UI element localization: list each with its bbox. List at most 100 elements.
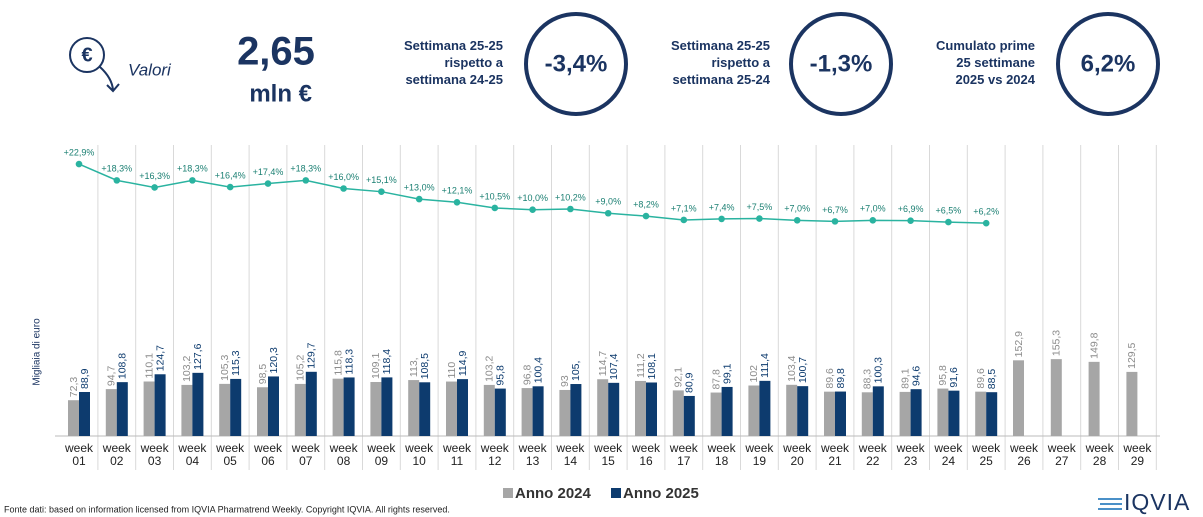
- value-label: 94,6: [910, 366, 922, 387]
- growth-point: [529, 206, 536, 214]
- x-tick-label: week 10: [405, 441, 434, 468]
- growth-label: +7,4%: [709, 202, 735, 212]
- growth-point: [945, 218, 952, 226]
- growth-label: +10,5%: [479, 191, 510, 201]
- kpi-text: Settimana 25-25: [404, 38, 503, 53]
- bar: [937, 388, 949, 436]
- growth-label: +10,2%: [555, 192, 586, 202]
- bar: [1050, 359, 1062, 436]
- bar: [635, 380, 646, 436]
- growth-label: +13,0%: [404, 182, 435, 192]
- x-tick-label: week 20: [783, 441, 812, 468]
- growth-point: [718, 215, 725, 223]
- value-label: 95,8: [937, 365, 949, 386]
- x-tick-label: week 11: [442, 441, 471, 468]
- value-label: 129,7: [306, 342, 318, 368]
- x-tick-label: week 18: [707, 441, 736, 468]
- bar: [116, 382, 128, 436]
- value-label: 118,4: [381, 349, 393, 375]
- bar: [305, 371, 317, 436]
- kpi-text: rispetto a: [444, 55, 503, 70]
- growth-point: [378, 188, 385, 195]
- value-label: 108,8: [117, 353, 129, 379]
- bar: [457, 379, 468, 436]
- x-tick-label: week 24: [934, 441, 963, 468]
- value-label: 149,8: [1088, 332, 1100, 358]
- legend-label: Anno 2024: [515, 485, 592, 502]
- value-label: 105,3: [219, 354, 231, 380]
- growth-label: +22,9%: [64, 147, 95, 157]
- growth-point: [264, 180, 272, 187]
- y-axis-label: Migliaia di euro: [32, 318, 43, 386]
- legend-swatch: [611, 488, 621, 498]
- x-tick-label: week 04: [178, 441, 207, 468]
- value-label: 127,6: [192, 343, 204, 369]
- growth-point: [642, 212, 650, 220]
- growth-label: +16,3%: [139, 171, 170, 181]
- growth-point: [340, 185, 347, 192]
- value-label: 129,5: [1126, 342, 1138, 368]
- value-label: 100,3: [873, 357, 885, 383]
- kpi-text: settimana 24-25: [405, 72, 503, 87]
- kpi-value: -1,3%: [810, 50, 873, 77]
- x-tick-label: week 01: [64, 441, 93, 468]
- bar: [143, 381, 155, 436]
- growth-point: [113, 177, 121, 184]
- growth-label: +7,0%: [784, 204, 810, 214]
- value-label: 110: [446, 362, 458, 379]
- growth-point: [680, 216, 688, 224]
- growth-point: [75, 160, 83, 168]
- bar: [597, 379, 609, 436]
- header-value: 2,65: [237, 30, 315, 74]
- x-tick-label: week 03: [140, 441, 169, 468]
- bar: [559, 389, 571, 436]
- x-tick-label: week 02: [102, 441, 131, 468]
- growth-label: +10,0%: [517, 193, 548, 203]
- value-label: 155,3: [1051, 330, 1063, 356]
- value-label: 111,4: [759, 353, 771, 378]
- value-label: 108,1: [646, 353, 658, 379]
- value-label: 95,8: [495, 365, 507, 386]
- value-label: 88,9: [79, 368, 91, 389]
- bar: [570, 384, 582, 436]
- x-tick-label: week 12: [480, 441, 509, 468]
- bar: [230, 378, 242, 436]
- bar: [446, 381, 457, 436]
- header-unit: mln €: [249, 80, 312, 107]
- growth-point: [226, 183, 234, 191]
- growth-point: [151, 184, 158, 191]
- value-label: 98,5: [257, 364, 269, 385]
- kpi-text: 2025 vs 2024: [955, 72, 1035, 87]
- value-label: 114,9: [457, 350, 469, 376]
- header-label: Valori: [128, 60, 172, 79]
- growth-point: [793, 217, 801, 224]
- growth-label: +8,2%: [633, 199, 659, 209]
- x-tick-label: week 13: [518, 441, 547, 468]
- bar: [861, 392, 873, 436]
- value-label: 152,9: [1013, 331, 1025, 357]
- bar: [948, 390, 960, 436]
- x-tick-label: week 29: [1123, 441, 1152, 468]
- x-tick-label: week 07: [291, 441, 320, 468]
- growth-point: [604, 209, 612, 217]
- x-tick-label: week 28: [1085, 441, 1114, 468]
- growth-label: +17,4%: [253, 167, 284, 177]
- logo-stripes: [1098, 498, 1122, 510]
- bar: [494, 388, 506, 436]
- growth-point: [756, 215, 763, 222]
- value-label: 124,7: [154, 345, 166, 371]
- bar: [521, 388, 533, 436]
- value-label: 91,6: [948, 367, 960, 388]
- value-label: 94,7: [106, 366, 118, 387]
- growth-label: +9,0%: [595, 197, 621, 207]
- legend-label: Anno 2025: [623, 485, 699, 502]
- growth-label: +12,1%: [442, 186, 473, 196]
- icon: €: [81, 44, 92, 66]
- value-label: 88,5: [986, 369, 998, 390]
- bar: [721, 386, 733, 436]
- bar: [1013, 360, 1024, 436]
- x-tick-label: week 27: [1047, 441, 1076, 468]
- value-label: 105,: [570, 361, 582, 381]
- kpi-value: -3,4%: [545, 50, 608, 77]
- growth-point: [453, 198, 461, 206]
